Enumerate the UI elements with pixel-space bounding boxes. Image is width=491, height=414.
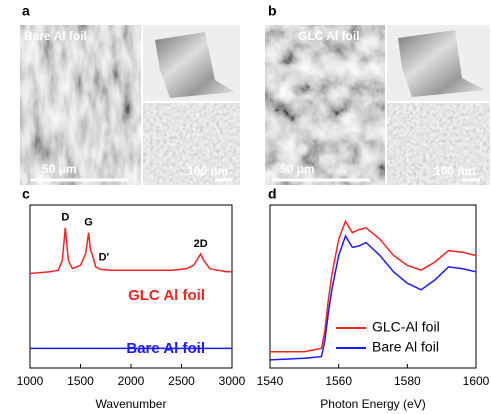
panel-b: b GLC Al foil 50 μm 100 nm [265, 3, 490, 185]
x-tick-label: 1580 [394, 374, 421, 388]
x-axis-label: Wavenumber [96, 397, 167, 411]
peak-label: G [84, 217, 93, 229]
series-label: GLC Al foil [128, 287, 205, 304]
x-axis-label: Photon Energy (eV) [320, 397, 425, 411]
sem-image-large [20, 25, 141, 185]
panel-label: a [22, 3, 30, 19]
sem-image-large [265, 25, 385, 185]
scale-label: 50 μm [280, 162, 315, 176]
scale-label: 100 nm [187, 164, 228, 178]
panel-label: b [268, 3, 277, 19]
x-tick-label: 1600 [463, 374, 490, 388]
legend-label: GLC-Al foil [372, 319, 440, 335]
scale-label: 100 nm [434, 164, 475, 178]
peak-label: D' [99, 251, 110, 263]
x-tick-label: 3000 [219, 374, 246, 388]
x-tick-label: 2500 [168, 374, 195, 388]
figure: a Bare Al foil 50 μm 100 nm b GLC Al foi… [0, 0, 491, 414]
image-title: Bare Al foil [24, 29, 87, 43]
x-tick-label: 1000 [17, 374, 44, 388]
x-tick-label: 2000 [118, 374, 145, 388]
panel-label: c [22, 186, 30, 202]
line-series [30, 228, 232, 274]
x-tick-label: 1540 [257, 374, 284, 388]
panel-a: a Bare Al foil 50 μm 100 nm [20, 3, 240, 185]
peak-label: 2D [194, 238, 208, 250]
x-tick-label: 1560 [325, 374, 352, 388]
x-tick-label: 1500 [67, 374, 94, 388]
peak-label: D [61, 212, 69, 224]
scale-label: 50 μm [42, 162, 77, 176]
series-label: Bare Al foil [126, 340, 205, 357]
panel-label: d [268, 186, 277, 202]
legend-label: Bare Al foil [372, 339, 439, 355]
image-title: GLC Al foil [298, 29, 360, 43]
